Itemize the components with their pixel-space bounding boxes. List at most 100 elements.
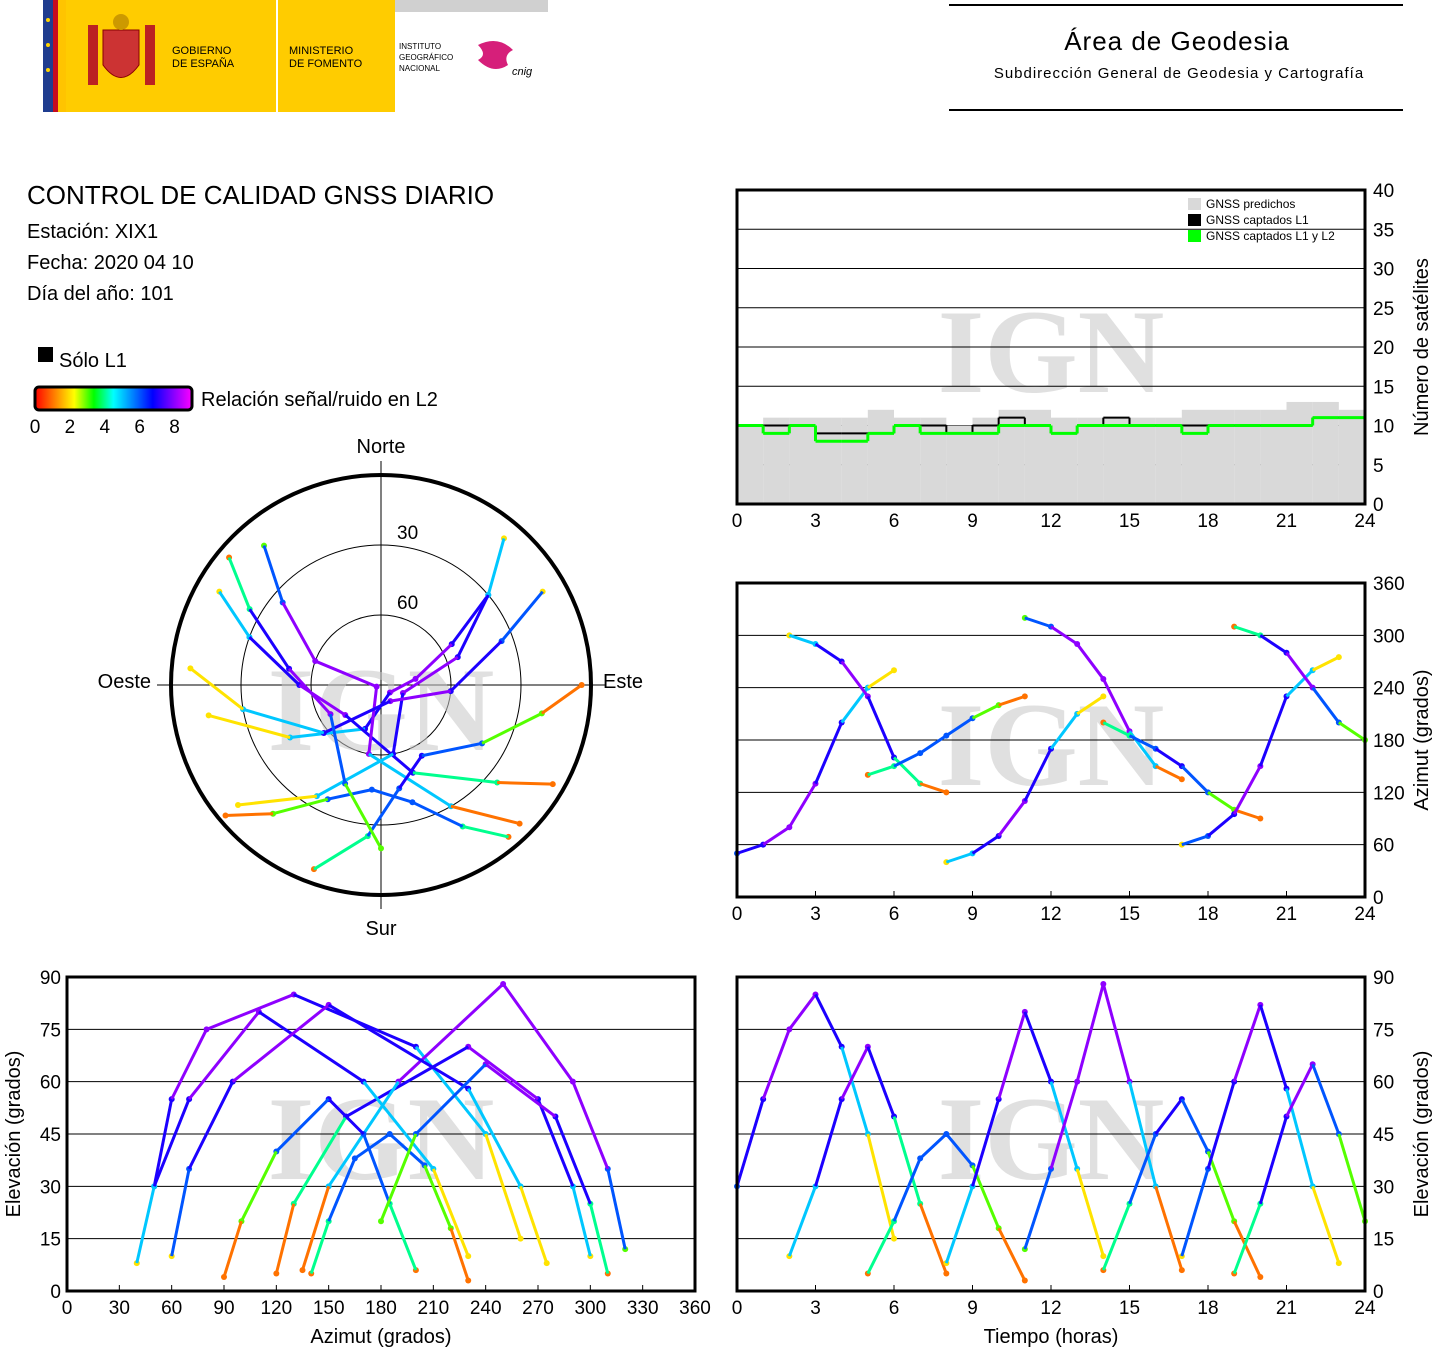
track-segment: [462, 824, 509, 839]
predicted-bar: [998, 409, 1025, 504]
x-tick-label: 360: [679, 1298, 711, 1319]
track-segment: [248, 636, 301, 687]
track-segment: [736, 843, 764, 855]
gov-text: DE ESPAÑA: [172, 57, 235, 70]
track-segment: [225, 812, 274, 817]
track-segment: [1075, 1168, 1105, 1257]
track-segment: [1180, 1098, 1210, 1153]
x-tick-label: 240: [470, 1298, 502, 1319]
x-tick-label: 24: [1354, 1298, 1376, 1319]
track-segment: [467, 1045, 539, 1101]
x-tick-label: 120: [260, 1298, 292, 1319]
track-segment: [466, 1087, 522, 1188]
track-segment: [1076, 695, 1105, 716]
predicted-bar: [920, 417, 947, 504]
gov-text: GOBIERNO: [172, 45, 232, 57]
track-point: [543, 1260, 550, 1267]
track-segment: [1023, 1168, 1053, 1250]
ign-text: GEOGRÁFICO: [399, 53, 453, 62]
x-tick-label: 21: [1276, 1298, 1297, 1319]
track-segment: [866, 695, 896, 759]
track-segment: [866, 1220, 896, 1275]
plot-frame: [735, 188, 1367, 506]
track-segment: [1311, 1185, 1341, 1264]
track-segment: [1285, 1063, 1315, 1118]
predicted-bar: [737, 425, 764, 504]
track-segment: [606, 1168, 627, 1250]
track-segment: [309, 1220, 331, 1275]
track-segment: [761, 1028, 791, 1100]
y-tick-label: 90: [1373, 968, 1394, 989]
track-segment: [1285, 651, 1314, 689]
direction-label: Este: [603, 671, 643, 693]
y-axis-label: Elevación (grados): [3, 1051, 25, 1218]
track-segment: [1181, 834, 1209, 847]
legend-label: GNSS predichos: [1206, 197, 1295, 211]
track-segment: [735, 1098, 765, 1187]
predicted-bar: [972, 417, 999, 504]
y-tick-label: 45: [40, 1125, 61, 1146]
track-segment: [1075, 983, 1105, 1083]
y-tick-label: 75: [1373, 1020, 1394, 1041]
track-segment: [971, 703, 1000, 720]
track-segment: [170, 1168, 191, 1257]
track-segment: [353, 1132, 391, 1160]
polar-ring: [310, 614, 452, 756]
x-tick-label: 9: [967, 511, 978, 532]
track-segment: [152, 1098, 174, 1187]
track-segment: [540, 683, 583, 715]
ministry-text: MINISTERIO: [289, 45, 354, 57]
track-segment: [363, 691, 392, 730]
track-point: [273, 1270, 280, 1277]
track-segment: [362, 1133, 392, 1205]
track-segment: [411, 800, 464, 828]
track-segment: [892, 756, 922, 785]
track-segment: [327, 1003, 469, 1090]
track-segment: [866, 1133, 896, 1240]
track-segment: [1050, 625, 1078, 646]
x-tick-label: 3: [810, 1298, 821, 1319]
track-segment: [391, 692, 405, 755]
track-point: [1021, 693, 1028, 700]
x-tick-label: 6: [889, 1298, 900, 1319]
x-tick-label: 0: [732, 511, 743, 532]
plot-frame: [735, 975, 1367, 1293]
track-segment: [1180, 765, 1210, 794]
track-segment: [892, 1116, 922, 1205]
track-segment: [421, 741, 483, 758]
track-segment: [258, 1010, 365, 1083]
x-tick-label: 9: [967, 904, 978, 925]
track-segment: [588, 1203, 610, 1274]
x-tick-label: 330: [627, 1298, 659, 1319]
direction-label: Norte: [357, 436, 406, 458]
track-segment: [519, 1185, 549, 1264]
track-segment: [362, 1080, 435, 1170]
arms-crown: [113, 14, 129, 30]
track-segment: [1101, 1203, 1131, 1271]
legend-label: GNSS captados L1: [1206, 213, 1309, 227]
track-segment: [371, 788, 413, 804]
logo-bar: [395, 0, 548, 12]
y-tick-label: 180: [1373, 731, 1405, 752]
track-segment: [248, 608, 291, 670]
track-point: [1100, 1253, 1107, 1260]
track-segment: [274, 1203, 296, 1274]
arms-pillar: [88, 25, 98, 85]
track-segment: [919, 1132, 948, 1160]
plot-frame: [735, 581, 1367, 899]
track-segment: [1232, 1004, 1262, 1083]
eu-star: [46, 68, 50, 72]
predicted-bar: [1155, 417, 1182, 504]
predicted-bar: [1260, 409, 1287, 504]
polar-frame: [169, 473, 593, 897]
track-segment: [1180, 1168, 1210, 1257]
logo-block: GOBIERNO DE ESPAÑA MINISTERIO DE FOMENTO…: [43, 0, 548, 112]
track-segment: [431, 1168, 470, 1257]
y-tick-label: 90: [40, 968, 61, 989]
eu-band: [43, 0, 53, 112]
x-tick-label: 15: [1119, 511, 1140, 532]
x-tick-label: 18: [1197, 904, 1218, 925]
x-tick-label: 9: [967, 1298, 978, 1319]
y-tick-label: 45: [1373, 1125, 1394, 1146]
arms-shield: [102, 29, 140, 78]
